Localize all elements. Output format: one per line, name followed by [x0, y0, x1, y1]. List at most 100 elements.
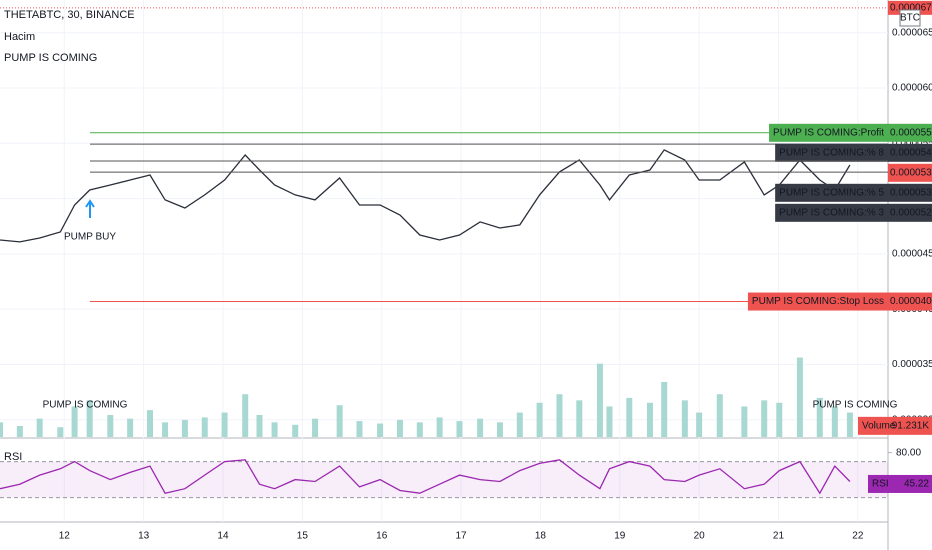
volume-bar	[596, 363, 603, 437]
rsi-label-value: 45.22	[904, 479, 929, 490]
rsi-tick-label: 80.00	[896, 447, 921, 458]
volume-bar	[681, 400, 688, 437]
rsi-band	[0, 461, 888, 498]
volume-label-value: 91.231K	[892, 420, 930, 431]
currency-label: BTC	[900, 13, 920, 24]
volume-bar	[0, 422, 3, 437]
volume-bar	[796, 357, 803, 437]
level-value-bg	[888, 183, 932, 202]
buy-arrow	[85, 199, 95, 218]
volume-bar	[477, 418, 484, 437]
plot	[0, 149, 888, 499]
x-tick-label: 20	[694, 531, 706, 542]
level-label: PUMP IS COMING:Stop Loss	[752, 296, 884, 307]
y-tick-label: 0.00005500	[892, 138, 932, 149]
x-tick-label: 22	[852, 531, 864, 542]
buy-label: PUMP BUY	[64, 232, 116, 243]
level-value: 0.00005239	[890, 207, 932, 218]
volume-bar	[127, 418, 134, 437]
y-tick-label: 0.00003500	[892, 359, 932, 370]
volume-bar	[396, 419, 403, 437]
volume-bar	[201, 417, 208, 437]
volume-bar	[741, 406, 748, 437]
volume-bar	[377, 423, 384, 437]
top-label: 0.00006725	[890, 2, 932, 13]
level-label: PUMP IS COMING:% 3	[779, 207, 884, 218]
x-tick-label: 21	[773, 531, 785, 542]
volume-bar	[107, 415, 114, 437]
x-tick-label: 14	[217, 531, 229, 542]
volume-bar	[336, 405, 343, 437]
volume-bar	[696, 412, 703, 437]
level-value: 0.00005340	[890, 187, 932, 198]
x-tick-label: 15	[297, 531, 309, 542]
volume-bar	[436, 417, 443, 437]
x-tick-label: 19	[614, 531, 626, 542]
volume-bar	[86, 400, 93, 437]
volume-bar	[776, 402, 783, 437]
level-label-bg	[775, 143, 888, 162]
volume-bar	[57, 427, 64, 437]
bottom-label: PUMP IS COMING	[813, 400, 898, 411]
volume-bar	[816, 397, 823, 437]
volume-bar	[661, 382, 668, 437]
overlay: 0.00006725BTC 0.00005595 PUMP IS COMING:Pr…	[0, 0, 932, 493]
volume-bar	[536, 402, 543, 437]
volume-bar	[831, 406, 838, 437]
x-tick-label: 16	[376, 531, 388, 542]
volume-bar	[16, 426, 23, 437]
volume-bar	[271, 422, 278, 437]
bottom-label: PUMP IS COMING	[43, 400, 128, 411]
volume-bar	[496, 422, 503, 437]
volume-bar	[846, 412, 853, 437]
volume-label-name: Volume	[862, 420, 896, 431]
rsi-title: RSI	[4, 451, 22, 463]
volume-bar	[606, 406, 613, 437]
volume-bar	[516, 412, 523, 437]
level-label: PUMP IS COMING:% 8	[779, 147, 884, 158]
level-value: 0.00005396	[890, 167, 932, 178]
volume-bar	[71, 406, 78, 437]
y-tick-label: 0.00004500	[892, 249, 932, 260]
volume-bar	[146, 410, 153, 437]
volume-bar	[576, 400, 583, 437]
symbol-title: THETABTC, 30, BINANCE	[4, 9, 135, 21]
volume-bar	[181, 419, 188, 437]
x-tick-label: 17	[455, 531, 467, 542]
level-label: PUMP IS COMING:Profit	[773, 127, 884, 138]
volume-bar	[256, 415, 263, 437]
volume-bar	[761, 400, 768, 437]
level-value: 0.00005595	[890, 127, 932, 138]
volume-bar	[556, 394, 563, 437]
volume-bar	[36, 418, 43, 437]
price-line	[0, 149, 851, 243]
volume-bar	[356, 421, 363, 437]
x-tick-label: 13	[138, 531, 150, 542]
level-label-bg	[747, 292, 888, 311]
y-tick-label: 0.00006000	[892, 83, 932, 94]
rsi-label-bg	[868, 474, 932, 493]
volume-label-bg	[858, 416, 932, 435]
volume-bar	[416, 422, 423, 437]
level-value-bg	[888, 123, 932, 142]
level-value: 0.00004069	[890, 296, 932, 307]
level-value-bg	[888, 143, 932, 162]
x-tick-label: 12	[59, 531, 71, 542]
volume-bar	[221, 412, 228, 437]
volume-bar	[292, 424, 299, 437]
volume-bar	[312, 418, 319, 437]
volume-title: Hacim	[4, 31, 35, 43]
rsi-label-name: RSI	[872, 479, 889, 490]
x-tick-label: 18	[535, 531, 547, 542]
level-label-bg	[775, 183, 888, 202]
volume-bar	[162, 422, 169, 437]
level-label: PUMP IS COMING:% 5	[779, 187, 884, 198]
volume-bar	[242, 394, 249, 437]
volume-bar	[456, 421, 463, 437]
y-tick-label: 0.00006500	[892, 27, 932, 38]
level-label-bg	[775, 203, 888, 222]
level-value-bg	[888, 292, 932, 311]
volume-bar	[646, 402, 653, 437]
volume-bar	[626, 397, 633, 437]
